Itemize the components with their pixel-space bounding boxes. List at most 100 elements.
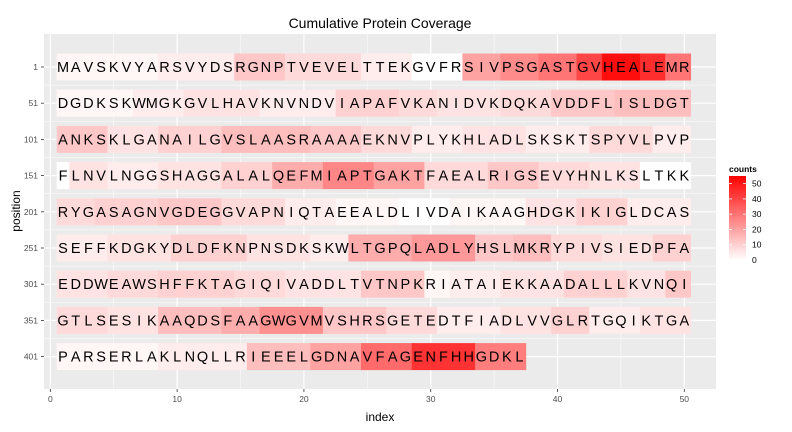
x-tick-label: 20 [299,394,309,404]
residue-letter: E [362,132,372,148]
residue-letter: M [311,313,323,329]
y-tick-label: 201 [24,207,38,217]
residue-letter: N [654,277,664,293]
residue-letter: A [299,277,309,293]
residue-letter: K [679,169,689,185]
residue-letter: D [540,205,550,221]
residue-letter: S [375,313,385,329]
residue-letter: E [350,205,360,221]
residue-letter: A [477,277,487,293]
coverage-tile [601,53,641,81]
residue-letter: K [477,205,487,221]
residue-letter: G [400,350,411,366]
residue-letter: A [578,277,588,293]
residue-letter: G [184,96,195,112]
residue-letter: L [503,241,511,257]
residue-letter: V [553,96,563,112]
residue-letter: L [604,169,612,185]
coverage-tile [589,162,641,190]
residue-letter: K [223,241,233,257]
coverage-tile [500,89,552,117]
residue-letter: V [553,169,563,185]
y-tick-label: 251 [24,243,38,253]
residue-letter: K [375,132,385,148]
residue-letter: V [629,132,639,148]
residue-letter: A [122,205,132,221]
residue-letter: E [312,60,322,76]
residue-letter: E [286,169,296,185]
residue-letter: K [147,241,157,257]
y-tick-label: 401 [24,352,38,362]
residue-letter: N [121,169,131,185]
residue-letter: I [479,60,483,76]
coverage-tile [399,198,451,226]
residue-letter: K [401,169,411,185]
residue-letter: K [451,132,461,148]
residue-letter: W [272,313,286,329]
residue-letter: V [641,277,651,293]
residue-letter: N [387,132,397,148]
residue-letter: K [109,60,119,76]
residue-letter: T [350,277,359,293]
legend-break-label: 40 [752,194,762,204]
residue-letter: L [642,60,650,76]
residue-letter: L [515,313,523,329]
residue-letter: L [642,132,650,148]
residue-letter: A [388,169,398,185]
residue-letter: G [146,169,157,185]
residue-letter: L [414,241,422,257]
residue-letter: K [540,132,550,148]
residue-letter: Q [400,241,411,257]
residue-letter: C [654,205,664,221]
residue-letter: R [159,60,169,76]
residue-letter: T [655,313,664,329]
residue-letter: A [147,350,157,366]
coverage-tile [411,234,476,262]
residue-letter: F [223,313,232,329]
coverage-tile [221,162,273,190]
residue-letter: L [642,96,650,112]
residue-letter: F [376,350,385,366]
coverage-tile [639,306,692,334]
coverage-tile [424,270,451,298]
coverage-tile [411,125,463,153]
residue-letter: W [132,96,146,112]
residue-letter: I [619,241,623,257]
residue-letter: G [210,205,221,221]
coverage-tile [158,306,222,334]
residue-letter: G [552,313,563,329]
residue-letter: E [401,313,411,329]
coverage-tile [665,53,692,81]
residue-letter: G [514,205,525,221]
coverage-tile [360,343,413,371]
residue-letter: V [122,60,132,76]
residue-letter: Y [198,60,208,76]
legend-break-label: 0 [752,255,757,265]
residue-letter: D [641,241,651,257]
residue-letter: Q [298,205,309,221]
coverage-tile [462,53,501,81]
residue-letter: L [300,350,308,366]
residue-letter: V [299,313,309,329]
residue-letter: P [362,96,372,112]
residue-letter: K [527,96,537,112]
residue-letter: G [666,96,677,112]
residue-letter: L [351,60,359,76]
residue-letter: P [274,60,284,76]
residue-letter: K [527,277,537,293]
residue-letter: S [210,313,220,329]
residue-letter: F [464,313,473,329]
coverage-tile [627,270,666,298]
residue-letter: P [603,132,613,148]
residue-letter: A [679,313,689,329]
residue-letter: L [338,277,346,293]
residue-letter: I [251,277,255,293]
residue-letter: G [235,277,246,293]
residue-letter: K [565,132,575,148]
coverage-tile [56,270,108,298]
residue-letter: L [110,169,118,185]
legend-break-label: 10 [752,240,762,250]
residue-letter: I [505,169,509,185]
coverage-tile [158,198,222,226]
